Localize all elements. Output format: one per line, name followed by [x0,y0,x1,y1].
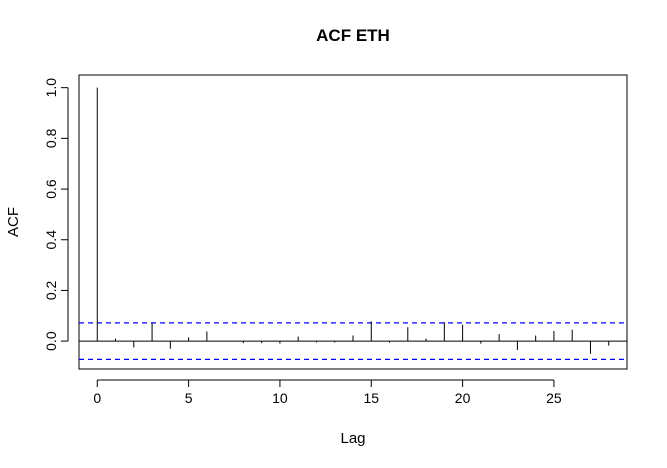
y-tick-label: 0.6 [43,179,59,199]
acf-spikes [96,87,610,354]
y-tick-label: 0.2 [43,280,59,300]
y-tick-label: 0.0 [43,331,59,351]
x-tick-label: 10 [272,390,288,406]
x-tick-label: 5 [185,390,193,406]
y-tick-label: 0.8 [43,128,59,148]
y-tick-label: 1.0 [43,78,59,98]
x-axis: 0 5 10 15 20 25 [93,379,562,406]
x-axis-label: Lag [340,430,365,447]
x-tick-label: 0 [93,390,101,406]
y-tick-label: 0.4 [43,230,59,250]
plot-frame [78,74,628,370]
y-axis-label: ACF [5,207,22,237]
x-tick-label: 25 [546,390,562,406]
x-tick-label: 15 [363,390,379,406]
y-axis: 0.0 0.2 0.4 0.6 0.8 1.0 [43,78,69,351]
chart-title: ACF ETH [316,26,390,45]
x-tick-label: 20 [455,390,471,406]
